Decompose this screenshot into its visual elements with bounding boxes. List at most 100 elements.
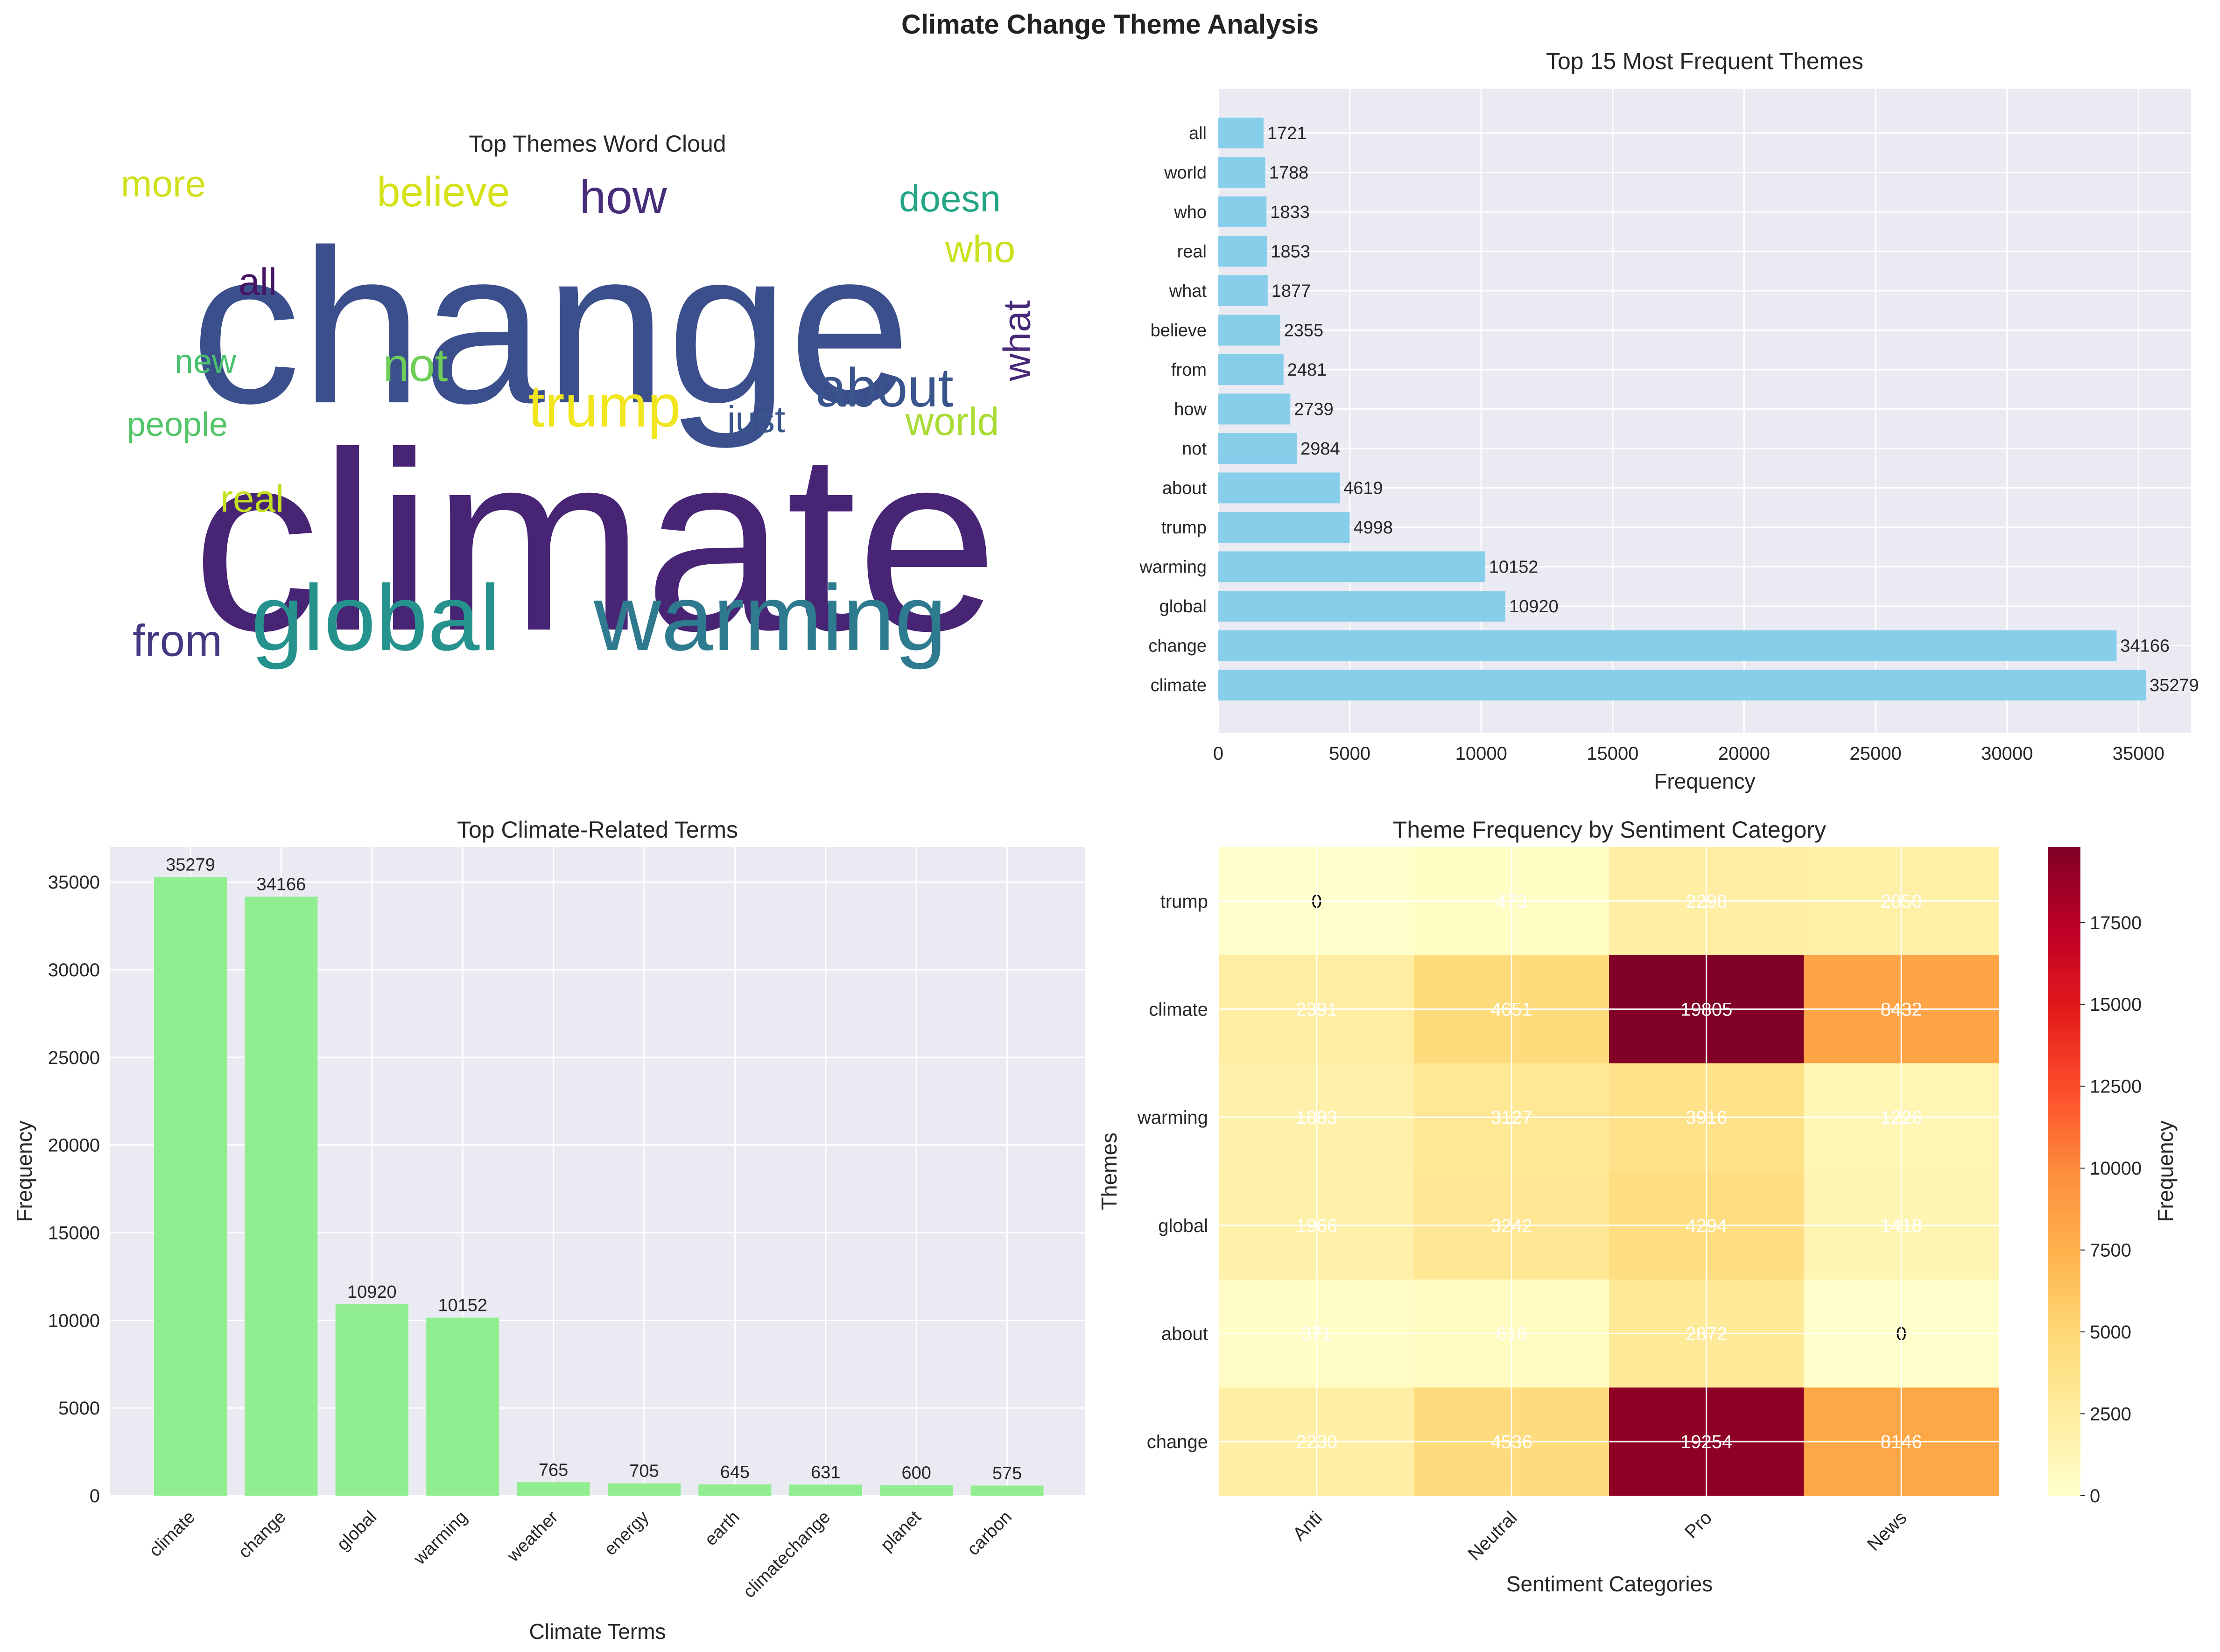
vbar-bar — [335, 1304, 408, 1496]
colorbar-segment — [2048, 1474, 2080, 1480]
heatmap-x-axis-label: Sentiment Categories — [1506, 1572, 1713, 1596]
colorbar-segment — [2048, 1360, 2080, 1366]
word-cloud-word: climate — [192, 400, 998, 684]
colorbar-tick-label: 12500 — [2090, 1077, 2142, 1097]
hbar-y-tick-label: warming — [1139, 558, 1207, 577]
hbar-bar — [1218, 354, 1284, 385]
colorbar-segment — [2048, 1047, 2080, 1053]
hbar-x-tick-label: 20000 — [1718, 743, 1770, 764]
hbar-y-tick-label: what — [1169, 281, 1207, 301]
vbar-y-tick-label: 0 — [90, 1486, 100, 1506]
colorbar-segment — [2048, 1274, 2080, 1280]
hbar-y-tick-label: climate — [1151, 676, 1207, 695]
hbar-value-label: 10920 — [1509, 597, 1559, 616]
vbar-y-tick-label: 15000 — [48, 1223, 100, 1243]
hbar-bar — [1218, 433, 1297, 464]
colorbar-segment — [2048, 944, 2080, 951]
word-cloud-title: Top Themes Word Cloud — [469, 131, 726, 157]
colorbar-segment — [2048, 1079, 2080, 1085]
colorbar-segment — [2048, 1090, 2080, 1096]
hbar-value-label: 2984 — [1300, 439, 1340, 459]
colorbar-segment — [2048, 1333, 2080, 1340]
colorbar-segment — [2048, 1312, 2080, 1318]
colorbar-segment — [2048, 1187, 2080, 1194]
hbar-y-tick-label: how — [1174, 400, 1207, 420]
colorbar-segment — [2048, 966, 2080, 972]
colorbar-segment — [2048, 1122, 2080, 1129]
colorbar-segment — [2048, 1366, 2080, 1372]
colorbar-segment — [2048, 1301, 2080, 1307]
colorbar-segment — [2048, 1166, 2080, 1172]
colorbar-segment — [2048, 1387, 2080, 1393]
vbar-value-label: 600 — [901, 1463, 931, 1483]
colorbar-segment — [2048, 955, 2080, 961]
heatmap-y-tick-label: trump — [1160, 891, 1208, 912]
hbar-value-label: 2355 — [1284, 321, 1324, 341]
colorbar-segment — [2048, 993, 2080, 999]
vbar-value-label: 645 — [720, 1463, 750, 1482]
vbar-bar — [517, 1482, 590, 1496]
hbar-bar — [1218, 315, 1280, 346]
heatmap-colorbar: 0 2500 5000 7500 10000 12500 15000 17500 — [2048, 847, 2142, 1506]
colorbar-segment — [2048, 928, 2080, 934]
colorbar-segment — [2048, 1241, 2080, 1248]
colorbar-segment — [2048, 1101, 2080, 1107]
colorbar-segment — [2048, 1160, 2080, 1167]
colorbar-segment — [2048, 1128, 2080, 1134]
colorbar-segment — [2048, 1095, 2080, 1102]
colorbar-segment — [2048, 1209, 2080, 1215]
colorbar-segment — [2048, 1447, 2080, 1453]
hbar-value-label: 35279 — [2150, 676, 2199, 695]
hbar-bars — [1218, 118, 2146, 700]
colorbar-segment — [2048, 1371, 2080, 1378]
hbar-value-label: 1721 — [1267, 124, 1307, 143]
horizontal-bar-chart: Top 15 Most Frequent Themes 0 5000 10000 15… — [1139, 48, 2199, 793]
word-cloud-word: who — [945, 228, 1015, 271]
colorbar-segment — [2048, 938, 2080, 945]
colorbar-segment — [2048, 1036, 2080, 1042]
colorbar-segment — [2048, 960, 2080, 966]
hbar-value-label: 34166 — [2120, 637, 2170, 656]
colorbar-tick-label: 2500 — [2090, 1404, 2131, 1425]
colorbar-segment — [2048, 1484, 2080, 1491]
colorbar-segment — [2048, 1117, 2080, 1123]
colorbar-segment — [2048, 1279, 2080, 1286]
colorbar-segment — [2048, 1463, 2080, 1470]
vbar-value-label: 10920 — [347, 1282, 397, 1302]
colorbar-segment — [2048, 1009, 2080, 1015]
vbar-y-tick-label: 5000 — [58, 1398, 100, 1419]
colorbar-segment — [2048, 1382, 2080, 1388]
word-cloud-word: doesn — [899, 178, 1001, 219]
colorbar-segment — [2048, 1193, 2080, 1199]
colorbar-segment — [2048, 933, 2080, 939]
colorbar-segment — [2048, 1198, 2080, 1204]
heatmap-y-tick-label: warming — [1137, 1107, 1208, 1128]
colorbar-segment — [2048, 1085, 2080, 1091]
colorbar-segment — [2048, 950, 2080, 956]
hbar-value-label: 1788 — [1269, 163, 1309, 183]
colorbar-segment — [2048, 1344, 2080, 1351]
vbar-y-tick-label: 10000 — [48, 1310, 100, 1331]
word-cloud-panel: Top Themes Word Cloud changeclimategloba… — [121, 131, 1039, 684]
colorbar-segment — [2048, 1171, 2080, 1177]
hbar-bar — [1218, 512, 1350, 543]
vbar-value-label: 705 — [629, 1462, 659, 1481]
colorbar-segment — [2048, 852, 2080, 859]
word-cloud-word: believe — [377, 169, 510, 216]
colorbar-segment — [2048, 1074, 2080, 1080]
colorbar-tick-label: 7500 — [2090, 1240, 2131, 1261]
hbar-y-tick-label: who — [1173, 203, 1207, 222]
hbar-title: Top 15 Most Frequent Themes — [1546, 48, 1863, 74]
colorbar-segment — [2048, 1144, 2080, 1150]
colorbar-segment — [2048, 1457, 2080, 1464]
heatmap-title: Theme Frequency by Sentiment Category — [1393, 817, 1826, 843]
colorbar-segment — [2048, 1479, 2080, 1485]
colorbar-segment — [2048, 1025, 2080, 1031]
colorbar-segment — [2048, 1030, 2080, 1037]
vbar-bar — [970, 1485, 1044, 1496]
colorbar-segment — [2048, 1112, 2080, 1118]
hbar-x-tick-label: 25000 — [1849, 743, 1901, 764]
hbar-value-label: 4619 — [1343, 479, 1383, 498]
word-cloud-word: from — [133, 616, 222, 665]
